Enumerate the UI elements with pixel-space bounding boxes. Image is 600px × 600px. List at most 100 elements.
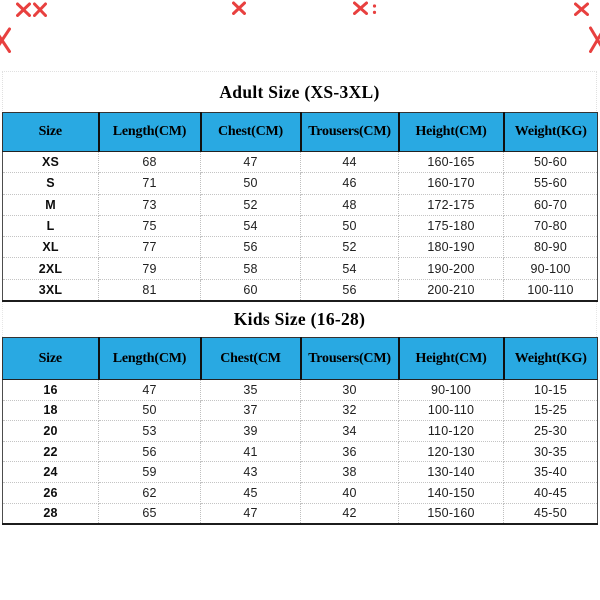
cell: 45-50 xyxy=(503,503,598,525)
cell: 52 xyxy=(300,236,399,259)
column-header-length-cm: Length(CM) xyxy=(98,112,202,152)
cell: 75 xyxy=(98,215,201,238)
cell: 130-140 xyxy=(398,461,504,483)
cell: 32 xyxy=(300,400,399,422)
row-size-label: L xyxy=(2,215,99,238)
cell: 30-35 xyxy=(503,441,598,463)
row-size-label: 18 xyxy=(2,400,99,422)
red-scribble-top-left-2 xyxy=(33,2,47,17)
cell: 53 xyxy=(98,420,201,442)
adult-size-table: Size Length(CM) Chest(CM) Trousers(CM) Heigh… xyxy=(2,112,598,302)
cell: 41 xyxy=(200,441,301,463)
cell: 175-180 xyxy=(398,215,504,238)
cell: 47 xyxy=(200,151,301,174)
table-row: 18 50 37 32 100-110 15-25 xyxy=(2,400,598,422)
cell: 90-100 xyxy=(503,257,598,280)
cell: 65 xyxy=(98,503,201,525)
cell: 39 xyxy=(200,420,301,442)
red-scribble-top-mid xyxy=(232,1,246,15)
cell: 38 xyxy=(300,461,399,483)
cell: 56 xyxy=(300,279,399,302)
cell: 50 xyxy=(300,215,399,238)
cell: 37 xyxy=(200,400,301,422)
row-size-label: 16 xyxy=(2,379,99,401)
cell: 172-175 xyxy=(398,194,504,216)
row-size-label: XS xyxy=(2,151,99,174)
cell: 68 xyxy=(98,151,201,174)
cell: 44 xyxy=(300,151,399,174)
cell: 73 xyxy=(98,194,201,216)
row-size-label: 24 xyxy=(2,461,99,483)
cell: 42 xyxy=(300,503,399,525)
cell: 56 xyxy=(200,236,301,259)
cell: 140-150 xyxy=(398,482,504,504)
cell: 150-160 xyxy=(398,503,504,525)
column-header-height-cm: Height(CM) xyxy=(398,112,505,152)
row-size-label: XL xyxy=(2,236,99,259)
cell: 10-15 xyxy=(503,379,598,401)
cell: 15-25 xyxy=(503,400,598,422)
table-row: 2XL 79 58 54 190-200 90-100 xyxy=(2,257,598,280)
kids-size-title: Kids Size (16-28) xyxy=(233,309,366,329)
cell: 90-100 xyxy=(398,379,504,401)
cell: 48 xyxy=(300,194,399,216)
cell: 45 xyxy=(200,482,301,504)
cell: 34 xyxy=(300,420,399,442)
kids-header-row: Size Length(CM) Chest(CM Trousers(CM) Height… xyxy=(2,337,598,380)
cell: 54 xyxy=(200,215,301,238)
cell: 62 xyxy=(98,482,201,504)
column-header-weight-kg: Weight(KG) xyxy=(503,337,598,380)
column-header-size: Size xyxy=(2,337,100,380)
row-size-label: 26 xyxy=(2,482,99,504)
cell: 55-60 xyxy=(503,172,598,195)
row-size-label: 2XL xyxy=(2,257,99,280)
cell: 59 xyxy=(98,461,201,483)
cell: 190-200 xyxy=(398,257,504,280)
cell: 36 xyxy=(300,441,399,463)
cell: 200-210 xyxy=(398,279,504,302)
cell: 35-40 xyxy=(503,461,598,483)
red-scribble-top-right xyxy=(574,2,589,16)
kids-size-title-band: Kids Size (16-28) xyxy=(2,302,597,337)
cell: 58 xyxy=(200,257,301,280)
cell: 160-165 xyxy=(398,151,504,174)
table-row: 3XL 81 60 56 200-210 100-110 xyxy=(2,279,598,302)
column-header-weight-kg: Weight(KG) xyxy=(503,112,598,152)
cell: 180-190 xyxy=(398,236,504,259)
cell: 160-170 xyxy=(398,172,504,195)
row-size-label: 22 xyxy=(2,441,99,463)
cell: 77 xyxy=(98,236,201,259)
cell: 52 xyxy=(200,194,301,216)
cell: 47 xyxy=(98,379,201,401)
adult-size-title: Adult Size (XS-3XL) xyxy=(219,82,380,102)
cell: 47 xyxy=(200,503,301,525)
cell: 30 xyxy=(300,379,399,401)
cell: 60-70 xyxy=(503,194,598,216)
column-header-trousers-cm: Trousers(CM) xyxy=(300,337,400,380)
cell: 100-110 xyxy=(503,279,598,302)
cell: 80-90 xyxy=(503,236,598,259)
cell: 50 xyxy=(200,172,301,195)
cell: 110-120 xyxy=(398,420,504,442)
cell: 81 xyxy=(98,279,201,302)
red-scribble-left-edge xyxy=(0,27,11,53)
cell: 50-60 xyxy=(503,151,598,174)
cell: 100-110 xyxy=(398,400,504,422)
cell: 40 xyxy=(300,482,399,504)
cell: 25-30 xyxy=(503,420,598,442)
red-scribble-colon xyxy=(372,2,377,14)
adult-size-title-band: Adult Size (XS-3XL) xyxy=(2,71,597,113)
column-header-height-cm: Height(CM) xyxy=(398,337,505,380)
table-row: 22 56 41 36 120-130 30-35 xyxy=(2,441,598,463)
adult-header-row: Size Length(CM) Chest(CM) Trousers(CM) Heigh… xyxy=(2,112,598,152)
cell: 70-80 xyxy=(503,215,598,238)
column-header-chest-cm: Chest(CM xyxy=(200,337,302,380)
table-row: 24 59 43 38 130-140 35-40 xyxy=(2,461,598,483)
kids-size-table: Size Length(CM) Chest(CM Trousers(CM) Height… xyxy=(2,337,598,525)
column-header-length-cm: Length(CM) xyxy=(98,337,202,380)
column-header-trousers-cm: Trousers(CM) xyxy=(300,112,400,152)
row-size-label: S xyxy=(2,172,99,195)
row-size-label: 28 xyxy=(2,503,99,525)
row-size-label: 3XL xyxy=(2,279,99,302)
cell: 43 xyxy=(200,461,301,483)
